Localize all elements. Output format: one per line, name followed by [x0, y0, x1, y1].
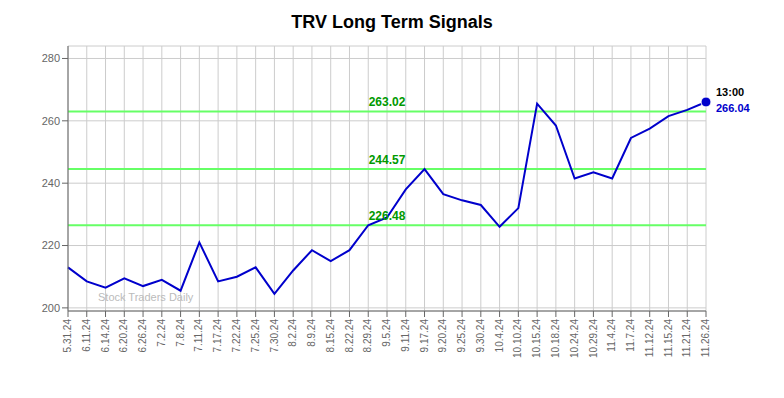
svg-text:11.7.24: 11.7.24: [625, 319, 636, 352]
svg-text:11.15.24: 11.15.24: [663, 319, 674, 358]
svg-text:11.4.24: 11.4.24: [606, 319, 617, 352]
svg-text:226.48: 226.48: [369, 209, 406, 223]
svg-text:8.22.24: 8.22.24: [344, 319, 355, 353]
svg-text:13:00: 13:00: [716, 86, 744, 98]
svg-text:263.02: 263.02: [369, 95, 406, 109]
html-text:TRV Long Term Signals: TRV Long Term Signals: [291, 12, 493, 32]
svg-text:8.9.24: 8.9.24: [306, 319, 317, 347]
svg-text:7.11.24: 7.11.24: [193, 319, 204, 352]
svg-text:240: 240: [42, 177, 60, 189]
svg-text:5.31.24: 5.31.24: [62, 319, 73, 353]
svg-text:280: 280: [42, 52, 60, 64]
svg-text:220: 220: [42, 239, 60, 251]
svg-text:7.17.24: 7.17.24: [212, 319, 223, 353]
svg-text:7.30.24: 7.30.24: [269, 319, 280, 353]
svg-text:266.04: 266.04: [716, 102, 751, 114]
svg-text:11.26.24: 11.26.24: [700, 319, 711, 358]
svg-text:6.14.24: 6.14.24: [100, 319, 111, 353]
svg-text:6.20.24: 6.20.24: [118, 319, 129, 353]
svg-text:260: 260: [42, 115, 60, 127]
svg-text:9.30.24: 9.30.24: [475, 319, 486, 353]
svg-text:10.10.24: 10.10.24: [512, 319, 523, 358]
svg-text:10.18.24: 10.18.24: [550, 319, 561, 358]
svg-text:11.21.24: 11.21.24: [681, 319, 692, 358]
svg-text:200: 200: [42, 302, 60, 314]
svg-text:9.25.24: 9.25.24: [456, 319, 467, 353]
svg-text:9.5.24: 9.5.24: [381, 319, 392, 347]
svg-text:244.57: 244.57: [369, 153, 406, 167]
svg-text:8.15.24: 8.15.24: [325, 319, 336, 353]
svg-text:10.15.24: 10.15.24: [531, 319, 542, 358]
svg-text:11.12.24: 11.12.24: [644, 319, 655, 358]
html-text:Stock Traders Daily: Stock Traders Daily: [98, 291, 194, 303]
svg-text:6.26.24: 6.26.24: [137, 319, 148, 353]
svg-text:7.22.24: 7.22.24: [231, 319, 242, 353]
svg-text:9.17.24: 9.17.24: [419, 319, 430, 353]
svg-text:8.29.24: 8.29.24: [362, 319, 373, 353]
svg-text:9.20.24: 9.20.24: [437, 319, 448, 353]
svg-text:10.4.24: 10.4.24: [494, 319, 505, 353]
svg-text:6.11.24: 6.11.24: [81, 319, 92, 352]
svg-text:8.2.24: 8.2.24: [287, 319, 298, 347]
svg-text:7.25.24: 7.25.24: [250, 319, 261, 353]
svg-text:7.2.24: 7.2.24: [156, 319, 167, 347]
svg-text:10.24.24: 10.24.24: [569, 319, 580, 358]
svg-text:10.29.24: 10.29.24: [588, 319, 599, 358]
svg-text:9.11.24: 9.11.24: [400, 319, 411, 352]
svg-text:7.8.24: 7.8.24: [175, 319, 186, 347]
